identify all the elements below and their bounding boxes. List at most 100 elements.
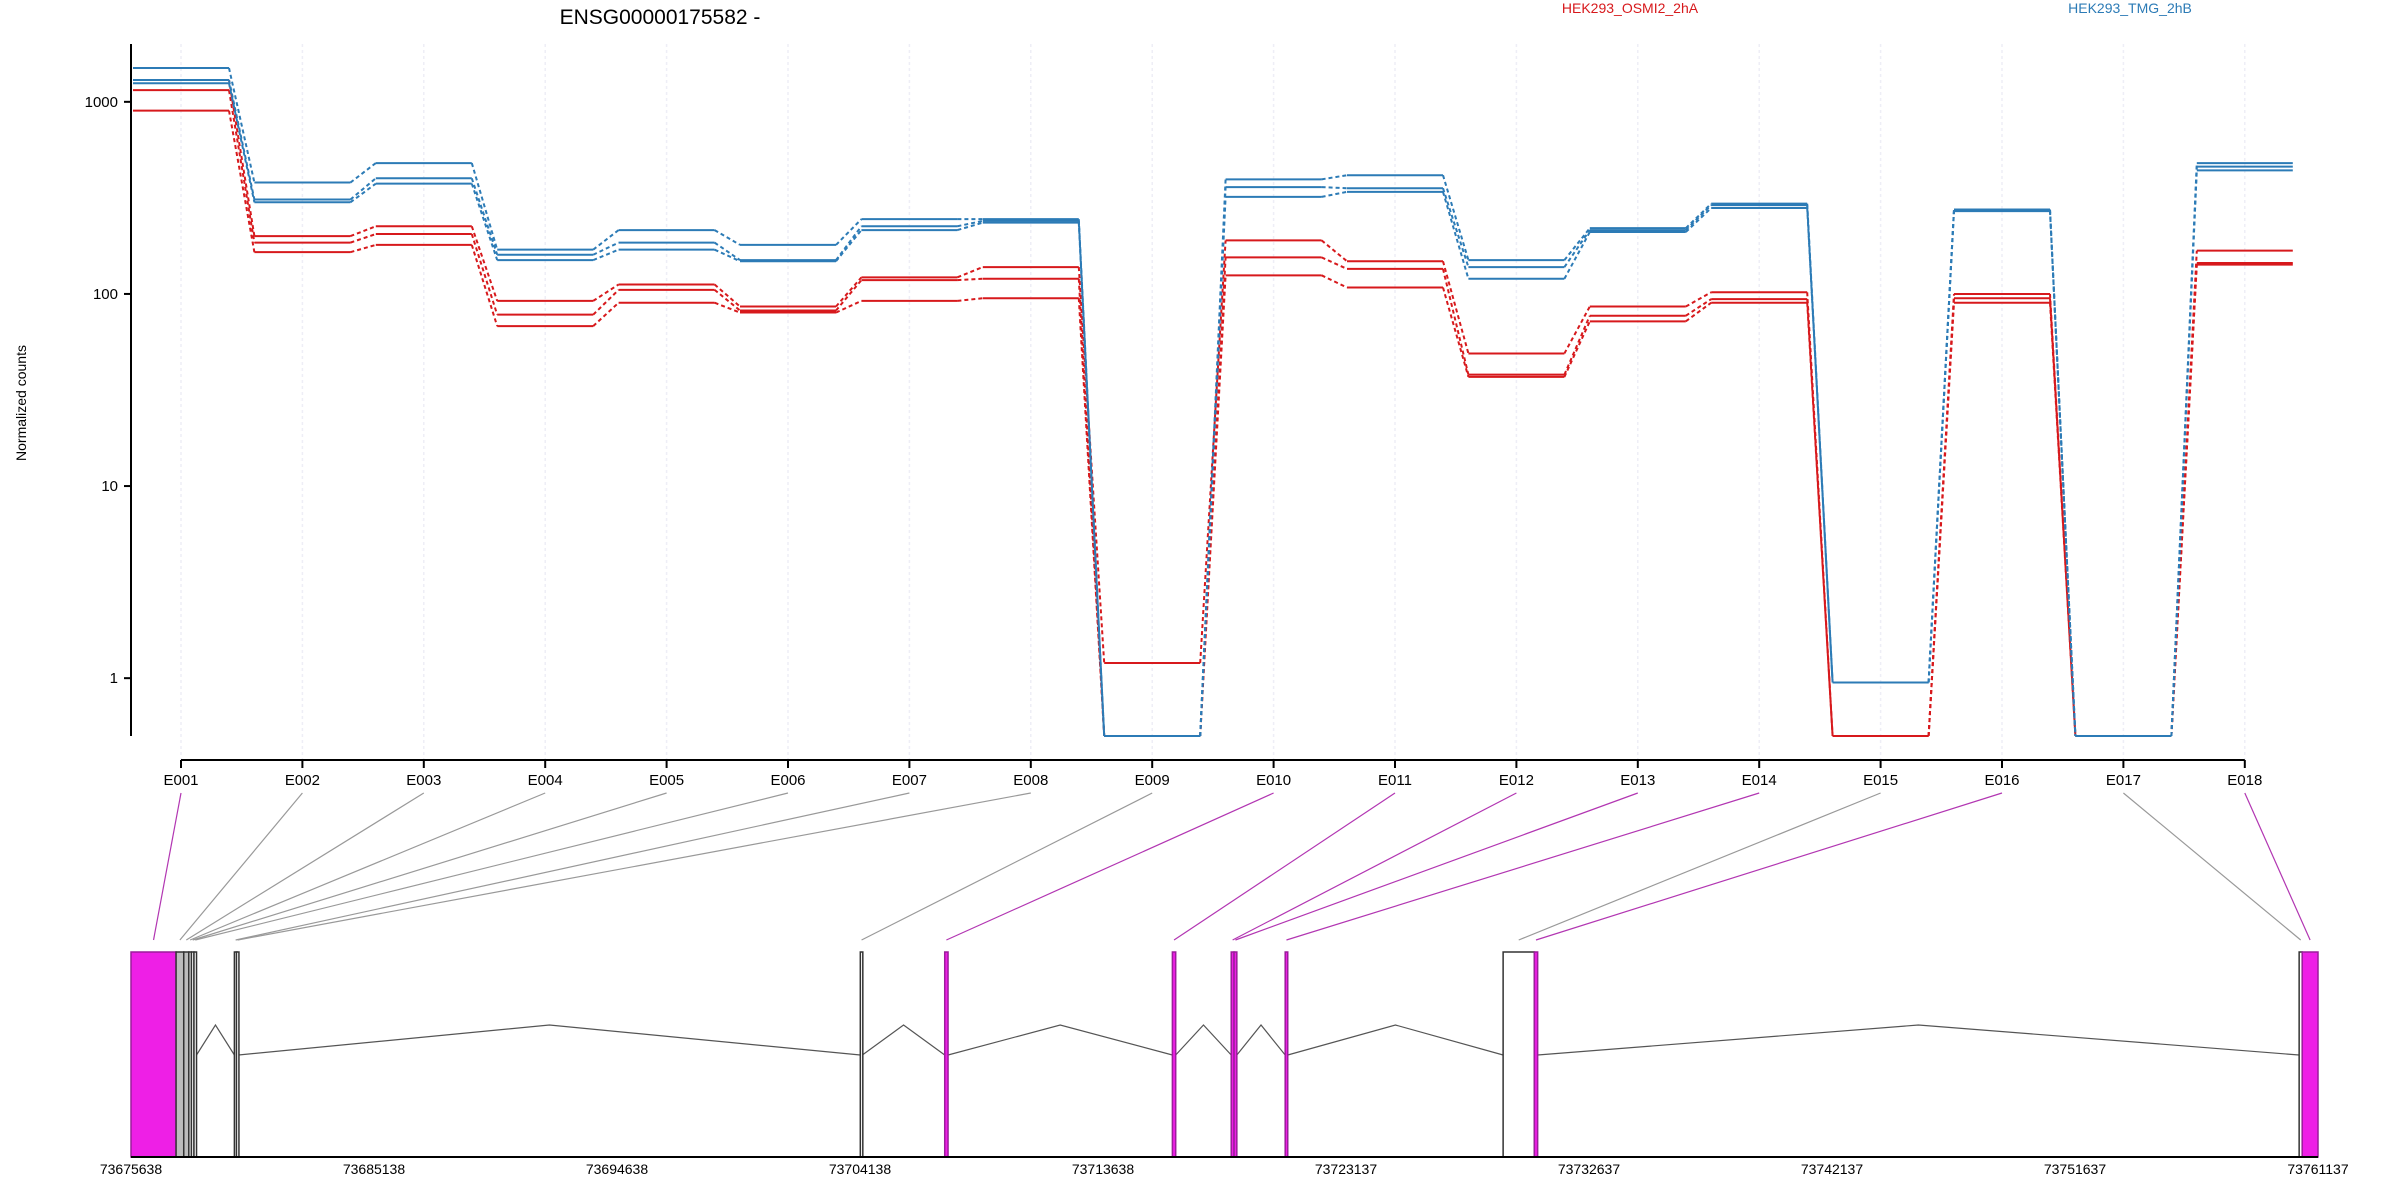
series-connector <box>957 277 983 282</box>
intron-line <box>1236 1024 1286 1056</box>
series-connector <box>957 266 984 279</box>
series-connector <box>1321 174 1348 181</box>
series-connector <box>2049 298 2077 737</box>
coordinate-label: 73751637 <box>2044 1161 2107 1177</box>
series-connector <box>713 283 741 308</box>
series-connector <box>592 283 620 302</box>
series-connector <box>1320 239 1348 263</box>
exon-connector <box>237 792 1031 941</box>
x-tick-label: E003 <box>406 772 441 789</box>
series-connector <box>835 229 863 262</box>
series-connector <box>1927 211 1955 683</box>
series-connector <box>1321 274 1348 289</box>
x-tick-label: E018 <box>2227 772 2262 789</box>
series-3 <box>133 109 2293 737</box>
intron-line <box>196 1023 235 1056</box>
series-4 <box>133 67 2293 737</box>
series-connector <box>1199 240 1227 664</box>
exon-connector <box>1235 792 1639 941</box>
series-connector <box>592 289 620 316</box>
intron-line <box>1175 1024 1232 1056</box>
coordinate-label: 73704138 <box>829 1161 892 1177</box>
exon-connector <box>861 792 1153 941</box>
coordinate-label: 73675638 <box>100 1161 163 1177</box>
grid-lines <box>180 44 2246 760</box>
exon-connector <box>1173 792 1396 941</box>
series-connector <box>835 218 863 246</box>
series-connector <box>1685 298 1712 317</box>
series-connector <box>349 162 377 184</box>
series-connector <box>714 241 741 261</box>
series-connector <box>1442 187 1470 268</box>
coordinate-label: 73723137 <box>1315 1161 1378 1177</box>
exon-connector <box>152 792 182 941</box>
exon-box <box>235 951 240 1158</box>
series-connector <box>1563 231 1591 280</box>
series-connector <box>1563 320 1591 378</box>
series-connector <box>350 243 377 254</box>
series-connector <box>592 248 619 262</box>
series-connector <box>349 182 377 204</box>
series-connector <box>1199 275 1227 737</box>
x-tick-label: E010 <box>1256 772 1291 789</box>
series-connector <box>470 233 499 315</box>
series-connector <box>350 233 377 244</box>
series-connector <box>350 225 377 238</box>
x-tick-label: E006 <box>770 772 805 789</box>
gene-model: 73675638 73685138 73694638 73704138 73713638… <box>100 792 2349 1177</box>
coordinate-label: 73694638 <box>586 1161 649 1177</box>
exon-connector <box>946 792 1274 941</box>
exon-connector <box>1535 792 2003 941</box>
series-connector <box>470 225 499 302</box>
exon-connector <box>1286 792 1760 941</box>
y-tick-label: 1000 <box>85 94 118 111</box>
series-connector <box>1685 204 1712 231</box>
series-connector <box>957 221 984 232</box>
exon-connector <box>2244 792 2311 941</box>
exon-box <box>175 951 185 1158</box>
series-connector <box>957 297 983 302</box>
series-connector <box>1321 256 1348 270</box>
series-connector <box>592 229 620 251</box>
series-connector <box>1563 315 1591 376</box>
series-connector <box>1563 227 1591 261</box>
series-connector <box>228 83 256 203</box>
series-connector <box>1563 229 1591 268</box>
series-connector <box>592 301 620 327</box>
exon-box <box>2301 951 2319 1158</box>
y-axis-label: Normalized counts <box>13 345 29 461</box>
series-connector <box>1321 186 1348 190</box>
exon-connector <box>189 792 546 941</box>
exon-connector <box>195 792 789 941</box>
series-connector <box>1685 291 1712 308</box>
series-connector <box>470 244 499 327</box>
series-connector <box>1806 205 1834 683</box>
series-2 <box>133 89 2293 737</box>
series-connector <box>470 162 499 250</box>
exon-box <box>859 951 864 1158</box>
exon-box <box>1233 951 1238 1158</box>
series-5 <box>133 78 2293 737</box>
x-tick-label: E002 <box>285 772 320 789</box>
coordinate-label: 73732637 <box>1558 1161 1621 1177</box>
series-connector <box>1442 174 1470 261</box>
x-tick-label: E011 <box>1378 772 1412 789</box>
x-tick-label: E009 <box>1135 772 1170 789</box>
exon-box <box>193 951 198 1158</box>
series-connector <box>1685 301 1712 323</box>
series-connector <box>1806 207 1834 683</box>
x-tick-label: E007 <box>892 772 927 789</box>
x-tick-label: E001 <box>163 772 198 789</box>
exon-connector <box>185 792 425 941</box>
series-connector <box>713 289 741 312</box>
exon-connector <box>2123 792 2302 941</box>
intron-line <box>1537 1024 2300 1056</box>
series-connector <box>592 241 620 256</box>
coordinate-label: 73761137 <box>2287 1161 2348 1177</box>
series-connector <box>2049 211 2077 737</box>
x-tick-label: E013 <box>1620 772 1655 789</box>
coordinate-label: 73713638 <box>1072 1161 1135 1177</box>
exon-box <box>182 951 190 1158</box>
series-connector <box>228 110 256 253</box>
